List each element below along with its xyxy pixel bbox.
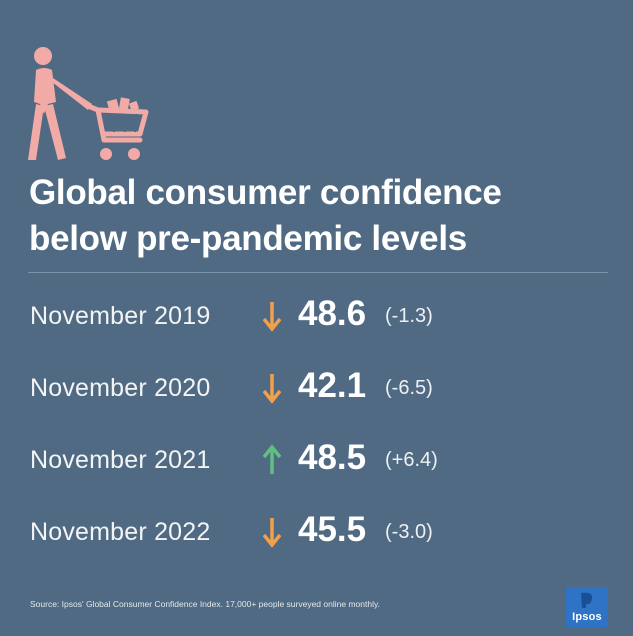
period-label: November 2021 — [30, 446, 211, 474]
period-label: November 2020 — [30, 374, 211, 402]
logo-text: Ipsos — [572, 611, 602, 623]
index-change: (-6.5) — [385, 377, 433, 399]
period-label: November 2022 — [30, 518, 211, 546]
arrow-up-icon — [262, 444, 282, 474]
index-value: 48.6 — [298, 294, 367, 333]
period-label: November 2019 — [30, 302, 211, 330]
headline-line-1: Global consumer confidence — [29, 173, 502, 212]
ipsos-logo: Ipsos — [566, 587, 608, 627]
confidence-list: November 2019 48.6 (-1.3) November 2020 … — [0, 290, 633, 578]
list-item: November 2019 48.6 (-1.3) — [0, 290, 633, 362]
index-change: (+6.4) — [385, 449, 438, 471]
index-value: 42.1 — [298, 366, 367, 405]
shopper-with-cart-icon — [28, 47, 149, 160]
arrow-down-icon — [262, 518, 282, 548]
index-value: 48.5 — [298, 438, 367, 477]
list-item: November 2022 45.5 (-3.0) — [0, 506, 633, 578]
logo-mark-icon — [581, 592, 593, 608]
index-change: (-3.0) — [385, 521, 433, 543]
index-change: (-1.3) — [385, 305, 433, 327]
index-value: 45.5 — [298, 510, 367, 549]
divider — [28, 272, 608, 273]
headline: Global consumer confidence below pre-pan… — [29, 170, 619, 262]
arrow-down-icon — [262, 374, 282, 404]
source-note: Source: Ipsos' Global Consumer Confidenc… — [30, 599, 380, 609]
list-item: November 2021 48.5 (+6.4) — [0, 434, 633, 506]
headline-line-2: below pre-pandemic levels — [29, 219, 467, 258]
list-item: November 2020 42.1 (-6.5) — [0, 362, 633, 434]
arrow-down-icon — [262, 302, 282, 332]
